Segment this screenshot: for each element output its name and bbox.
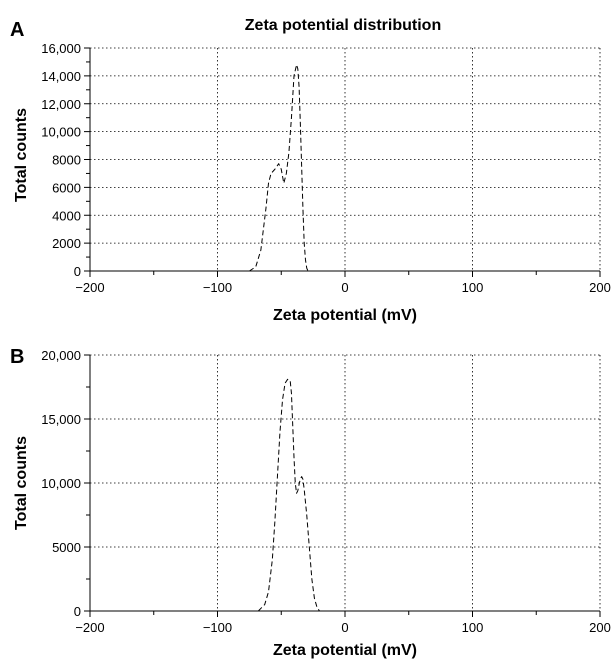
- panel-b-distribution-line: [257, 378, 320, 612]
- panel-a-y-tick-label: 12,000: [41, 97, 81, 112]
- panel-b-x-tick-label: −200: [75, 620, 104, 635]
- panel-a-x-tick-label: −200: [75, 280, 104, 295]
- panel-b-y-tick-label: 5000: [52, 540, 81, 555]
- panel-b-letter: B: [10, 346, 24, 368]
- panel-b-y-tick-label: 15,000: [41, 412, 81, 427]
- panel-b-x-tick-label: 100: [462, 620, 484, 635]
- panel-a-x-tick-label: 100: [462, 280, 484, 295]
- panel-a-y-tick-label: 4000: [52, 208, 81, 223]
- panel-b-y-tick-label: 0: [74, 604, 81, 619]
- panel-a-distribution-line: [249, 64, 309, 272]
- panel-a-x-tick-label: 0: [341, 280, 348, 295]
- panel-b-x-tick-label: 200: [589, 620, 611, 635]
- panel-b-x-axis-label: Zeta potential (mV): [273, 642, 417, 659]
- panel-b-plot: −200 −100 0 100 200 0 5000 10,000 15,000 20,000: [41, 348, 611, 635]
- panel-b-y-tick-label: 20,000: [41, 348, 81, 363]
- panel-a-y-tick-label: 10,000: [41, 125, 81, 140]
- panel-a-letter: A: [10, 19, 24, 41]
- panel-a-x-tick-label: 200: [589, 280, 611, 295]
- panel-a-y-tick-label: 8000: [52, 153, 81, 168]
- panel-a-plot: −200 −100 0 100 2000200040006000800010,00012…: [41, 41, 611, 295]
- panel-a-y-tick-label: 16,000: [41, 41, 81, 56]
- panel-a-y-tick-label: 6000: [52, 180, 81, 195]
- panel-a-y-tick-label: 2000: [52, 236, 81, 251]
- panel-b-y-tick-label: 10,000: [41, 476, 81, 491]
- panel-a-y-axis-label: Total counts: [13, 108, 30, 202]
- panel-a-x-tick-label: −100: [203, 280, 232, 295]
- panel-a-y-tick-label: 14,000: [41, 69, 81, 84]
- chart-title: Zeta potential distribution: [245, 17, 441, 34]
- panel-a-x-axis-label: Zeta potential (mV): [273, 307, 417, 324]
- panel-b-y-axis-label: Total counts: [13, 436, 30, 530]
- panel-b-x-tick-label: 0: [341, 620, 348, 635]
- panel-a-y-tick-label: 0: [74, 264, 81, 279]
- panel-b-x-tick-label: −100: [203, 620, 232, 635]
